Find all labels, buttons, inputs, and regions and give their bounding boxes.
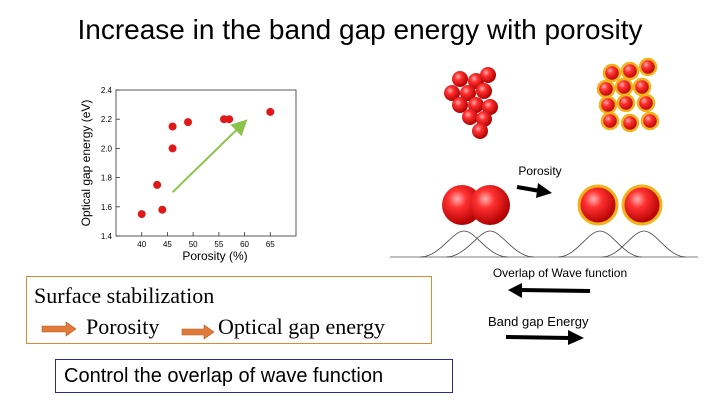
y-tick-label: 1.8 <box>101 174 113 183</box>
y-tick-label: 1.6 <box>101 203 113 212</box>
surface-stabilization-label: Surface stabilization <box>34 283 215 308</box>
data-point <box>137 210 146 219</box>
data-point <box>225 115 234 124</box>
y-tick-label: 2.4 <box>101 86 113 95</box>
data-point <box>184 118 192 127</box>
x-tick-label: 45 <box>163 240 172 249</box>
page-title: Increase in the band gap energy with por… <box>77 14 643 45</box>
y-ticks: 1.4 1.6 1.8 2.0 2.2 2.4 <box>101 86 120 241</box>
y-tick-label: 1.4 <box>101 232 113 241</box>
overlap-arrow-shaft <box>519 288 591 293</box>
control-overlap-label: Control the overlap of wave function <box>64 365 384 387</box>
wave-right-b <box>601 230 687 258</box>
data-point <box>153 180 162 189</box>
x-tick-label: 55 <box>214 240 223 249</box>
summary-optical-gap-label: Optical gap energy <box>218 314 385 339</box>
wave-right-a <box>557 230 643 258</box>
orange-arrow-2 <box>181 324 215 340</box>
plot-frame <box>115 89 297 237</box>
particle-shell-b <box>621 184 663 226</box>
porous-cluster <box>596 57 660 133</box>
aggregated-cluster <box>444 67 498 139</box>
porosity-arrow-head <box>536 183 552 198</box>
particle-left-a <box>442 185 482 225</box>
wave-left-a <box>419 230 509 258</box>
x-ticks: 40 45 50 55 60 65 <box>137 232 275 249</box>
bandgap-arrow <box>505 330 584 345</box>
data-point <box>168 144 177 153</box>
y-axis-label: Optical gap energy (eV) <box>79 100 93 227</box>
surface-stabilization-box <box>26 276 432 344</box>
particle-shell-a <box>577 184 619 226</box>
trend-arrow <box>171 119 248 193</box>
particle-left-b <box>470 185 510 225</box>
x-tick-label: 50 <box>189 240 198 249</box>
scatter-chart: 1.4 1.6 1.8 2.0 2.2 2.4 40 45 50 55 60 65 Porosity… <box>79 86 297 263</box>
wave-left-b <box>445 230 535 258</box>
overlap-arrow-head <box>508 283 522 298</box>
particle-diagram: Porosity Overlap of Wave function <box>390 57 698 298</box>
porosity-label: Porosity <box>518 164 561 178</box>
orange-arrow-1 <box>41 321 77 337</box>
y-tick-label: 2.2 <box>101 115 113 124</box>
porosity-arrow-shaft <box>516 185 541 193</box>
x-tick-label: 60 <box>240 240 249 249</box>
y-tick-label: 2.0 <box>101 144 113 153</box>
x-tick-label: 65 <box>266 240 275 249</box>
overlap-label: Overlap of Wave function <box>493 266 627 280</box>
bandgap-label: Band gap Energy <box>488 314 589 329</box>
summary-porosity-label: Porosity <box>86 314 160 339</box>
control-overlap-box <box>55 359 453 393</box>
x-tick-label: 40 <box>137 240 146 249</box>
data-points <box>137 107 275 219</box>
data-point <box>158 205 167 214</box>
data-point <box>266 107 275 116</box>
data-point <box>168 122 177 131</box>
x-axis-label: Porosity (%) <box>182 249 247 263</box>
